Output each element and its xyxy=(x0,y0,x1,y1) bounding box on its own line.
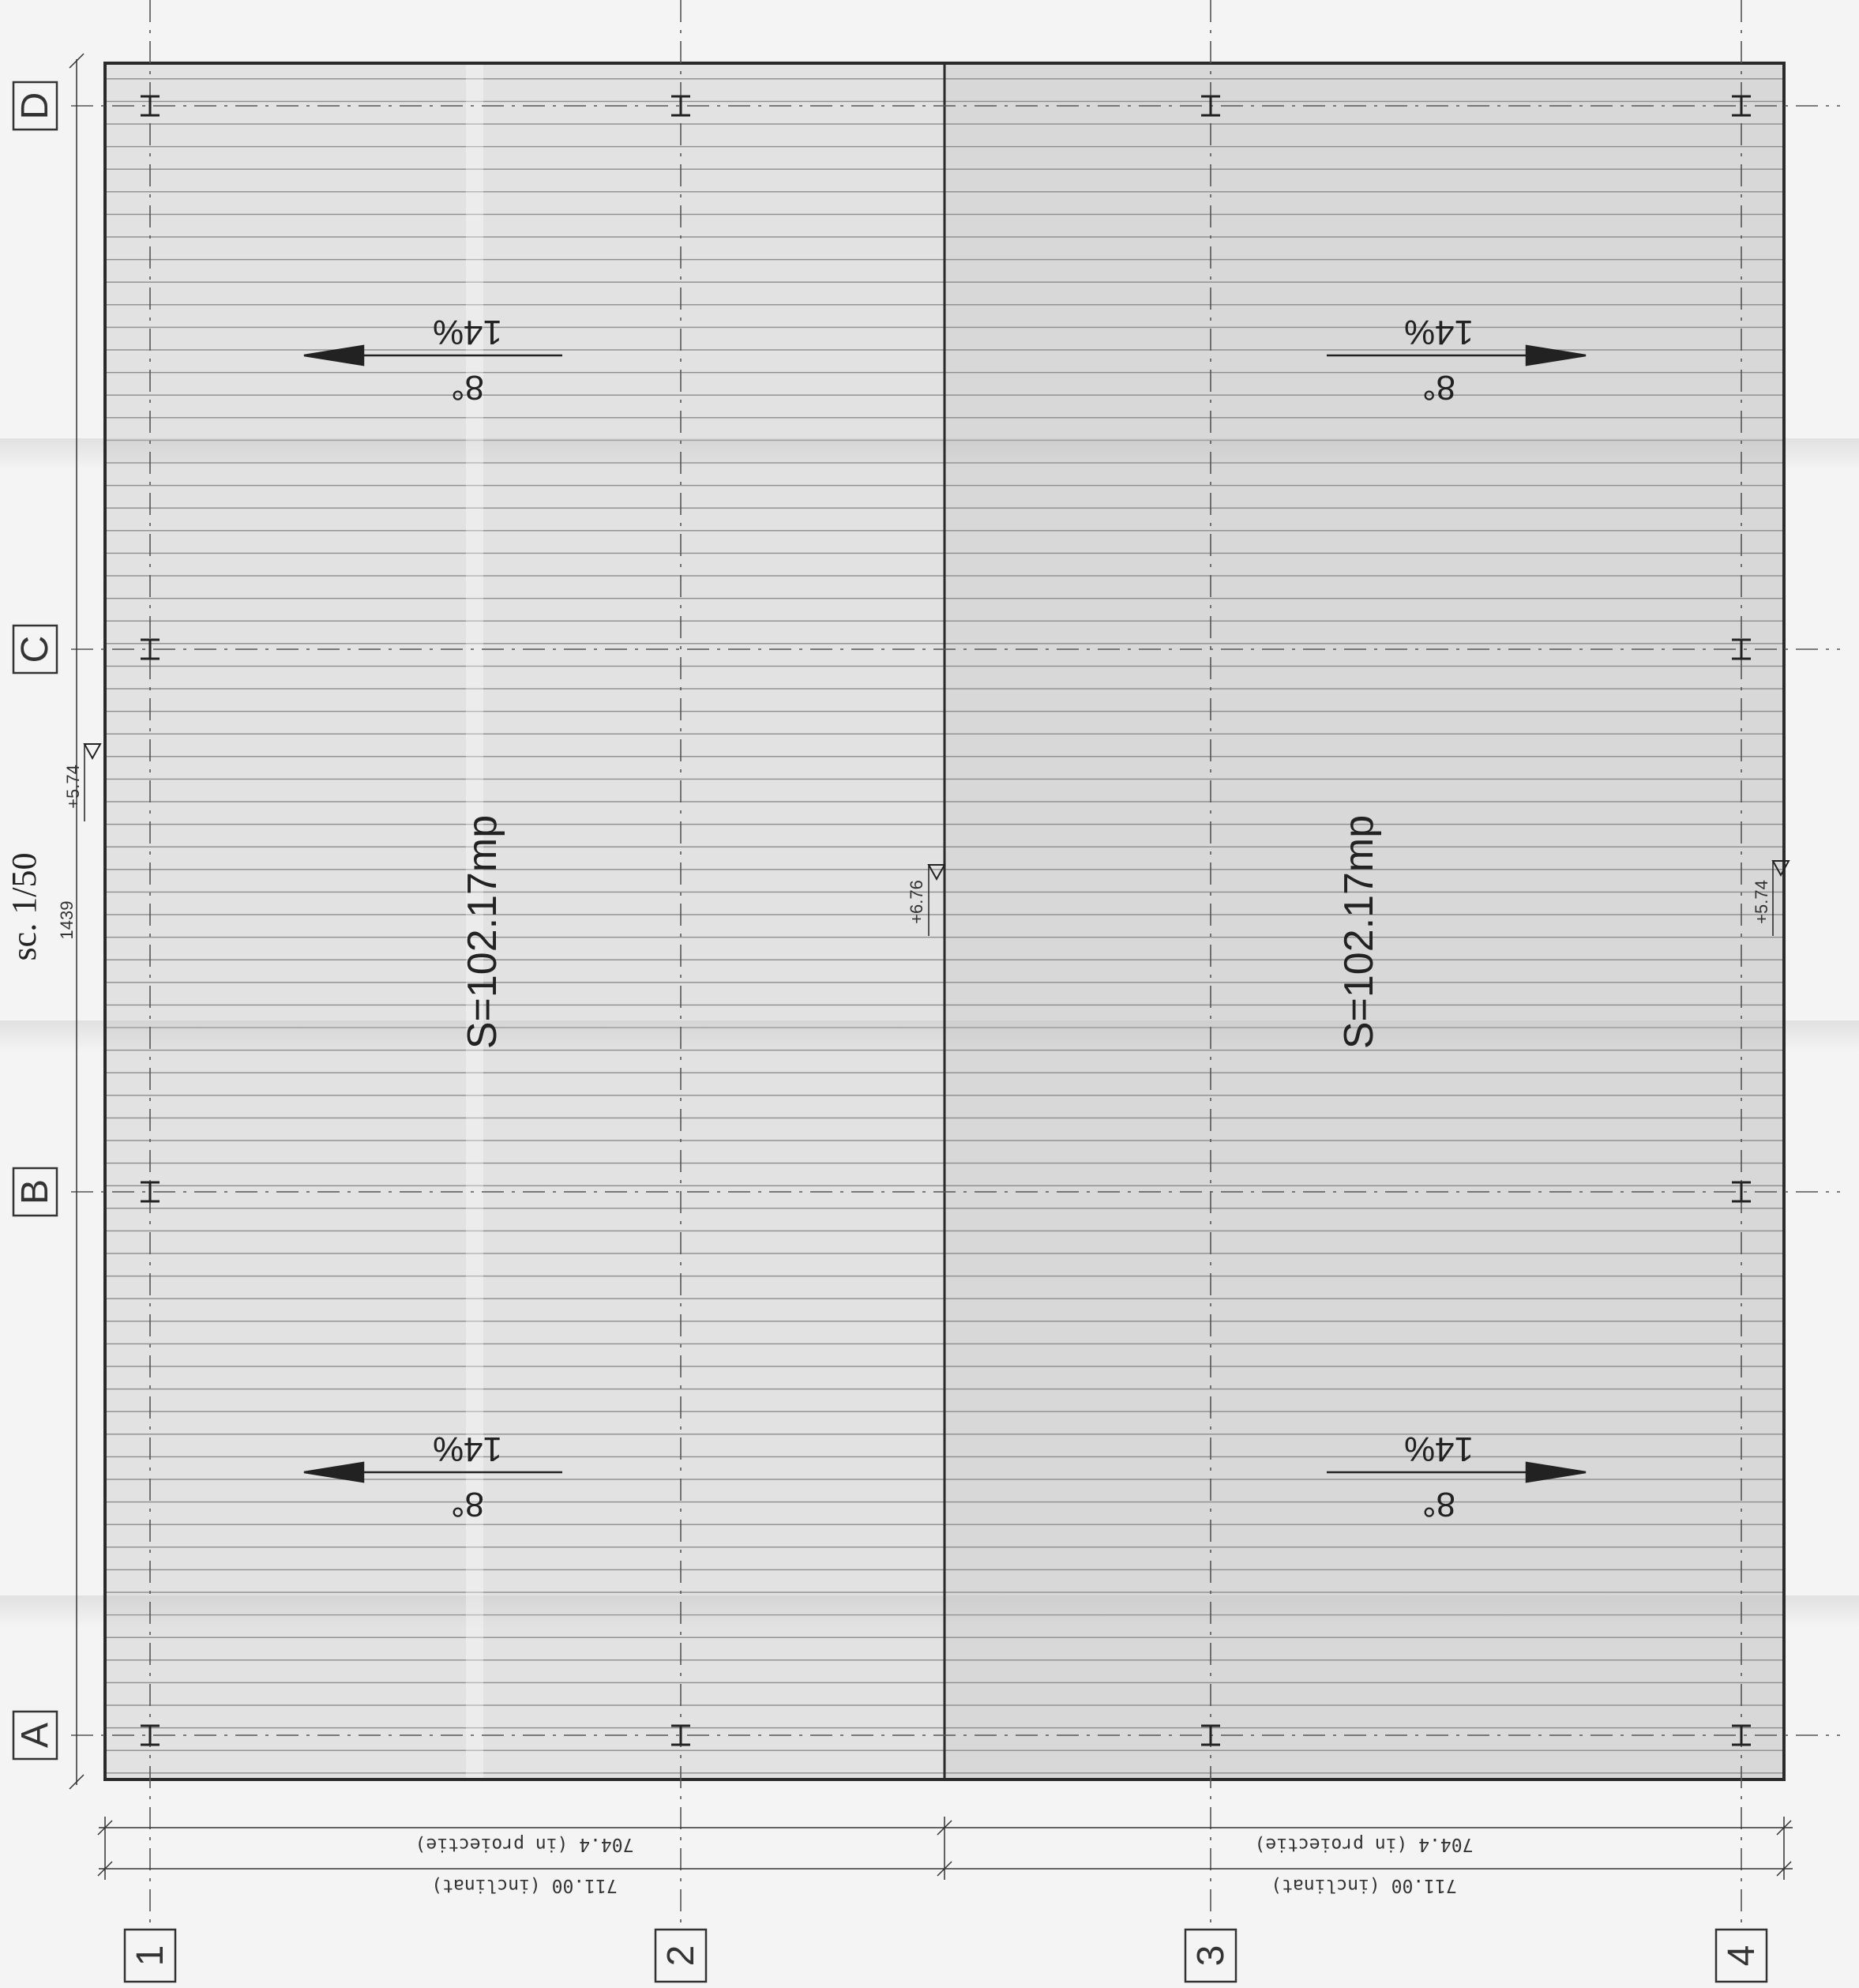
slope-degrees-bottom-left: 8° xyxy=(451,1485,484,1524)
scale-label: sc. 1/50 xyxy=(5,853,43,961)
grid-axes xyxy=(71,0,1840,1927)
overall-dimension-line xyxy=(69,53,84,1790)
column-axis-labels xyxy=(123,1928,1768,1983)
level-left-value: +5.74 xyxy=(63,765,83,809)
slope-arrows xyxy=(303,344,1587,1483)
overall-dimension-value: 1439 xyxy=(57,901,77,940)
axis-label-B: B xyxy=(14,1179,56,1204)
axis-label-4: 4 xyxy=(1721,1945,1763,1967)
area-label-right: S=102.17mp xyxy=(1336,815,1382,1049)
slope-degrees-top-right: 8° xyxy=(1422,368,1455,407)
area-label-left: S=102.17mp xyxy=(460,815,505,1049)
axis-label-A: A xyxy=(14,1723,56,1748)
level-marker-ridge: +6.76 xyxy=(907,864,946,936)
dim-inclined-left: 711.00 (inclinat) xyxy=(431,1875,617,1896)
axis-box-D xyxy=(12,81,58,131)
slope-percent-bottom-left: 14% xyxy=(433,1430,502,1468)
axis-label-1: 1 xyxy=(130,1945,171,1967)
axis-box-B xyxy=(12,1167,58,1217)
slope-degrees-bottom-right: 8° xyxy=(1422,1485,1455,1524)
axis-label-D: D xyxy=(14,92,56,120)
level-marker-right: +5.74 xyxy=(1752,860,1790,936)
slope-degrees-top-left: 8° xyxy=(451,368,484,407)
axis-label-3: 3 xyxy=(1190,1945,1232,1967)
axis-label-C: C xyxy=(14,636,56,663)
level-marker-left: +5.74 xyxy=(63,743,102,821)
axis-box-2 xyxy=(654,1928,708,1983)
dim-projection-left: 704.4 (in proiectie) xyxy=(415,1834,634,1855)
row-axis-labels xyxy=(12,81,58,1761)
axis-box-C xyxy=(12,624,58,675)
level-right-value: +5.74 xyxy=(1752,880,1771,924)
slope-percent-bottom-right: 14% xyxy=(1404,1430,1474,1468)
axis-box-3 xyxy=(1184,1928,1237,1983)
paper-folds xyxy=(0,63,1859,1779)
axis-box-1 xyxy=(123,1928,177,1983)
axis-box-4 xyxy=(1714,1928,1768,1983)
dim-inclined-right: 711.00 (inclinat) xyxy=(1271,1875,1456,1896)
column-markers xyxy=(141,95,1751,1746)
slope-percent-top-left: 14% xyxy=(433,313,502,351)
slope-percent-top-right: 14% xyxy=(1404,313,1474,351)
level-ridge-value: +6.76 xyxy=(907,880,926,924)
bottom-dimension-lines xyxy=(97,1817,1793,1880)
axis-label-2: 2 xyxy=(660,1945,702,1967)
axis-box-A xyxy=(12,1710,58,1761)
dim-projection-right: 704.4 (in proiectie) xyxy=(1255,1834,1474,1855)
